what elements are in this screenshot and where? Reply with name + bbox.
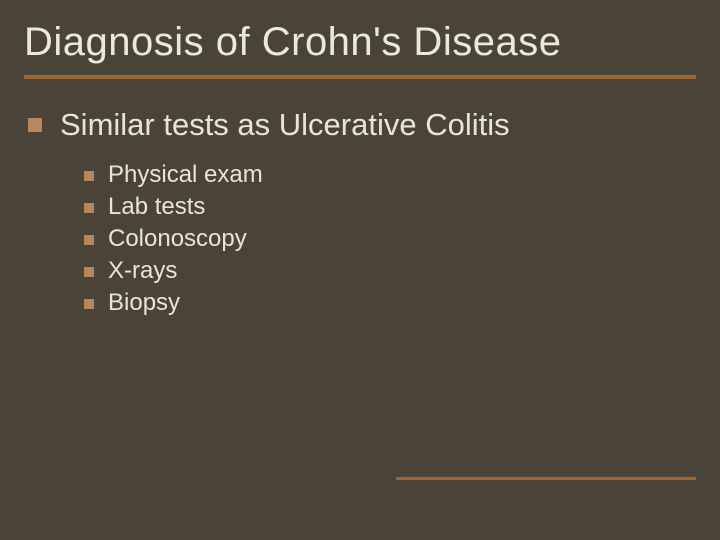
slide-container: Diagnosis of Crohn's Disease Similar tes… — [0, 0, 720, 540]
square-bullet-icon — [84, 171, 94, 181]
level2-text: Lab tests — [108, 193, 205, 221]
bullet-level2-item: Physical exam — [84, 161, 696, 189]
accent-line-top — [24, 75, 696, 79]
level1-text: Similar tests as Ulcerative Colitis — [60, 107, 510, 143]
square-bullet-icon — [84, 235, 94, 245]
square-bullet-icon — [84, 203, 94, 213]
bullet-level2-item: Lab tests — [84, 193, 696, 221]
slide-title: Diagnosis of Crohn's Disease — [24, 20, 696, 65]
level2-text: Physical exam — [108, 161, 263, 189]
bullet-level2-item: Colonoscopy — [84, 225, 696, 253]
bullet-level2-item: X-rays — [84, 257, 696, 285]
square-bullet-icon — [84, 299, 94, 309]
level2-text: X-rays — [108, 257, 177, 285]
accent-line-bottom — [396, 477, 696, 480]
bullet-level2-item: Biopsy — [84, 289, 696, 317]
square-bullet-icon — [84, 267, 94, 277]
level2-text: Biopsy — [108, 289, 180, 317]
square-bullet-icon — [28, 118, 42, 132]
level2-text: Colonoscopy — [108, 225, 247, 253]
bullet-level1-item: Similar tests as Ulcerative Colitis — [28, 107, 696, 143]
level2-list: Physical exam Lab tests Colonoscopy X-ra… — [84, 161, 696, 317]
